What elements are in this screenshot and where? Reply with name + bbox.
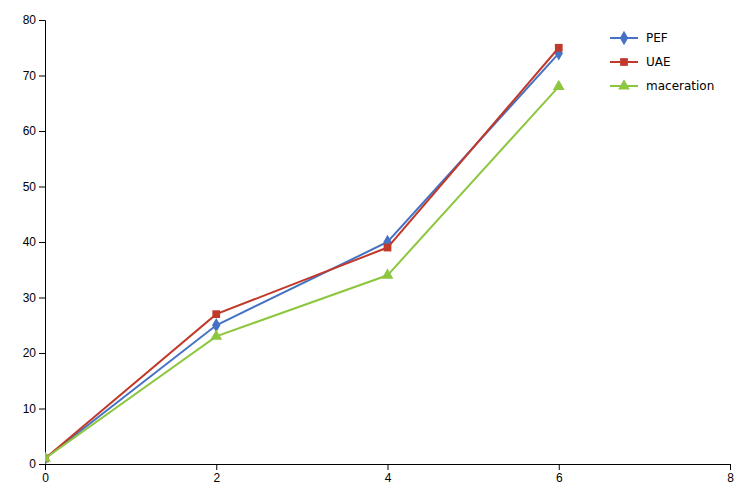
tick-label: 80 [23, 13, 37, 27]
tick-label: 30 [23, 291, 37, 305]
axis-line [39, 21, 46, 465]
data-point [45, 452, 51, 462]
tick: 50 [23, 180, 45, 194]
tick-label: 10 [23, 402, 37, 416]
tick-label: 40 [23, 235, 37, 249]
tick-label: 70 [23, 69, 37, 83]
tick-mark [39, 242, 45, 243]
legend-label: maceration [646, 79, 714, 93]
tick-label: 2 [213, 471, 220, 485]
tick-label: 4 [385, 471, 392, 485]
legend-label: UAE [646, 55, 671, 69]
tick: 8 [727, 464, 734, 485]
legend-item: maceration [610, 79, 714, 93]
tick: 80 [23, 13, 45, 27]
tick: 0 [29, 457, 45, 471]
tick-label: 0 [42, 471, 49, 485]
tick-label: 0 [29, 457, 36, 471]
series-line [45, 48, 559, 459]
tick-mark [216, 464, 217, 470]
data-point [382, 269, 394, 279]
marks [45, 44, 565, 464]
tick: 2 [213, 464, 220, 485]
x-axis: 0 2 4 6 8 [42, 464, 734, 485]
axis-line [46, 465, 731, 471]
tick-label: 50 [23, 180, 37, 194]
series-line [45, 53, 559, 458]
data-point [553, 80, 565, 90]
legend-marker [620, 31, 628, 45]
y-axis: 0 10 20 30 40 50 60 70 80 [23, 13, 46, 471]
tick-mark [388, 464, 389, 470]
plot: 0246801020304050607080PEFUAEmaceration [23, 13, 735, 484]
chart: 0246801020304050607080PEFUAEmaceration [0, 0, 750, 499]
tick: 6 [556, 464, 563, 485]
tick: 40 [23, 235, 45, 249]
tick-mark [39, 20, 45, 21]
tick-mark [730, 464, 731, 470]
legend-marker [618, 79, 630, 89]
tick: 0 [42, 464, 49, 485]
tick-label: 60 [23, 124, 37, 138]
tick-mark [39, 76, 45, 77]
tick-mark [39, 187, 45, 188]
tick-mark [39, 464, 45, 465]
tick-label: 20 [23, 346, 37, 360]
series-line [45, 87, 559, 459]
data-point [212, 310, 220, 318]
tick-mark [39, 131, 45, 132]
legend-marker [620, 58, 628, 66]
tick: 30 [23, 291, 45, 305]
tick-mark [39, 298, 45, 299]
tick: 10 [23, 402, 45, 416]
data-point [210, 330, 222, 340]
tick-mark [39, 353, 45, 354]
tick-label: 6 [556, 471, 563, 485]
tick-label: 8 [727, 471, 734, 485]
tick-mark [39, 409, 45, 410]
legend: PEF UAE maceration [610, 31, 714, 93]
legend-item: UAE [610, 55, 671, 69]
tick-mark [559, 464, 560, 470]
tick: 20 [23, 346, 45, 360]
tick: 70 [23, 69, 45, 83]
legend-item: PEF [610, 31, 668, 45]
tick: 60 [23, 124, 45, 138]
data-point [384, 244, 392, 252]
tick: 4 [385, 464, 392, 485]
legend-label: PEF [646, 31, 668, 45]
data-point [555, 44, 563, 52]
